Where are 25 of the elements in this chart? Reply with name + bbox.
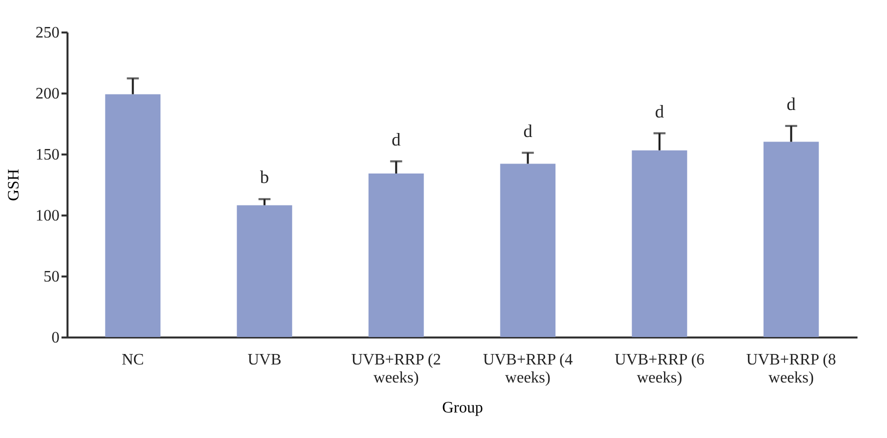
bar [500,164,556,337]
y-tick-label: 100 [36,208,60,224]
x-tick-label: UVB+RRP (4 weeks) [482,352,573,386]
y-tick-label: 0 [52,330,60,346]
x-tick-label: UVB+RRP (2 weeks) [351,352,442,386]
x-tick-label: NC [122,352,144,368]
bar [236,205,292,337]
annotation: d [392,129,401,150]
annotation: d [786,94,796,114]
x-tick-label: UVB+RRP (8 weeks) [746,352,836,386]
x-axis-title: Group [442,400,483,416]
bar [105,94,160,337]
bar [632,150,688,337]
y-tick-label: 250 [36,24,60,42]
annotation: b [260,167,269,188]
bar [764,142,819,337]
annotation: d [655,101,664,122]
bar [368,174,424,337]
x-tick-label: UVB [248,352,282,368]
y-axis-title: GSH [6,168,22,202]
y-tick-label: 150 [36,146,60,164]
x-tick-label: UVB+RRP (6 weeks) [614,352,704,386]
y-tick-label: 50 [44,268,60,286]
y-tick-label: 200 [36,86,60,102]
annotation: d [523,120,532,141]
